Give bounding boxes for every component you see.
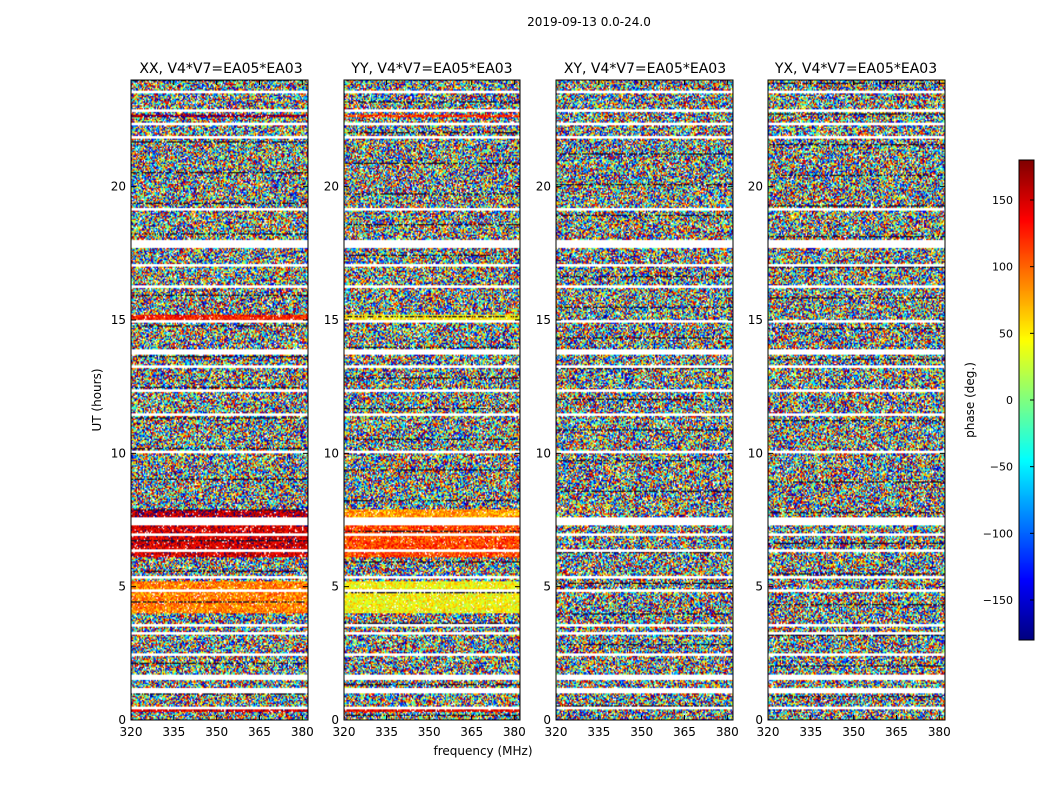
x-tick-label: 350 (842, 725, 865, 739)
y-ticks: 0 5 10 15 20 (111, 180, 308, 727)
y-tick-label: 0 (543, 713, 551, 727)
x-tick-label: 335 (799, 725, 822, 739)
y-tick-label: 0 (331, 713, 339, 727)
panel-yy: YY, V4*V7=EA05*EA03 320 335 350 365 380 0 5 10… (324, 61, 526, 739)
y-tick-label: 15 (536, 313, 551, 327)
y-tick-label: 10 (536, 446, 551, 460)
panel-xx: XX, V4*V7=EA05*EA03 320 335 350 365 380 0 5 10… (111, 61, 314, 739)
y-tick-label: 5 (543, 580, 551, 594)
x-ticks: 320 335 350 365 380 (333, 80, 526, 739)
panel-title: YY, V4*V7=EA05*EA03 (350, 61, 512, 77)
x-tick-label: 380 (928, 725, 951, 739)
y-axis-label: UT (hours) (90, 368, 104, 431)
colorbar-tick-label: 150 (992, 194, 1013, 207)
y-ticks: 0 5 10 15 20 (748, 180, 945, 727)
suptitle: 2019-09-13 0.0-24.0 (527, 15, 651, 29)
y-tick-label: 0 (118, 713, 126, 727)
colorbar-ticks: 150 100 50 0 −50 −100 −150 (983, 194, 1034, 607)
y-tick-label: 0 (755, 713, 763, 727)
heatmap-image (556, 80, 733, 720)
colorbar-tick-label: 0 (1006, 394, 1013, 407)
x-tick-label: 335 (375, 725, 398, 739)
panel-title: XX, V4*V7=EA05*EA03 (139, 61, 302, 77)
heatmap-image (344, 80, 520, 720)
x-tick-label: 320 (120, 725, 143, 739)
colorbar-gradient (1019, 160, 1034, 640)
x-axis-label: frequency (MHz) (433, 744, 532, 758)
colorbar-tick-label: 100 (992, 261, 1013, 274)
y-ticks: 0 5 10 15 20 (536, 180, 733, 727)
plot-frame (555, 79, 734, 721)
colorbar-tick-label: −50 (990, 461, 1013, 474)
x-ticks: 320 335 350 365 380 (757, 80, 951, 739)
x-tick-label: 350 (418, 725, 441, 739)
y-tick-label: 5 (331, 580, 339, 594)
x-tick-label: 380 (716, 725, 739, 739)
x-tick-label: 335 (587, 725, 610, 739)
y-tick-label: 10 (324, 446, 339, 460)
y-tick-label: 20 (748, 180, 763, 194)
y-tick-label: 5 (118, 580, 126, 594)
x-tick-label: 380 (291, 725, 314, 739)
x-tick-label: 365 (885, 725, 908, 739)
colorbar: 150 100 50 0 −50 −100 −150 (983, 159, 1035, 641)
panel-title: XY, V4*V7=EA05*EA03 (564, 61, 726, 77)
x-tick-label: 365 (460, 725, 483, 739)
x-tick-label: 320 (757, 725, 780, 739)
colorbar-tick-label: −100 (983, 527, 1013, 540)
x-tick-label: 320 (333, 725, 356, 739)
y-tick-label: 15 (748, 313, 763, 327)
y-tick-label: 10 (111, 446, 126, 460)
plot-frame (343, 79, 521, 721)
y-tick-label: 20 (111, 180, 126, 194)
panel-title: YX, V4*V7=EA05*EA03 (774, 61, 937, 77)
y-tick-label: 10 (748, 446, 763, 460)
x-ticks: 320 335 350 365 380 (545, 80, 739, 739)
x-tick-label: 320 (545, 725, 568, 739)
heatmap-image (131, 80, 308, 720)
x-ticks: 320 335 350 365 380 (120, 80, 314, 739)
plot-frame (767, 79, 946, 721)
panel-xy: XY, V4*V7=EA05*EA03 320 335 350 365 380 0 5 10… (536, 61, 739, 739)
x-tick-label: 365 (248, 725, 271, 739)
x-tick-label: 380 (503, 725, 526, 739)
y-tick-label: 20 (536, 180, 551, 194)
x-tick-label: 335 (162, 725, 185, 739)
x-tick-label: 350 (630, 725, 653, 739)
y-tick-label: 15 (111, 313, 126, 327)
colorbar-tick-label: −150 (983, 594, 1013, 607)
y-ticks: 0 5 10 15 20 (324, 180, 520, 727)
colorbar-tick-label: 50 (999, 327, 1013, 340)
panel-yx: YX, V4*V7=EA05*EA03 320 335 350 365 380 0 5 10… (748, 61, 951, 739)
y-tick-label: 15 (324, 313, 339, 327)
y-tick-label: 20 (324, 180, 339, 194)
plot-frame (130, 79, 309, 721)
y-tick-label: 5 (755, 580, 763, 594)
x-tick-label: 350 (205, 725, 228, 739)
colorbar-label: phase (deg.) (963, 362, 977, 438)
heatmap-image (768, 80, 945, 720)
x-tick-label: 365 (673, 725, 696, 739)
